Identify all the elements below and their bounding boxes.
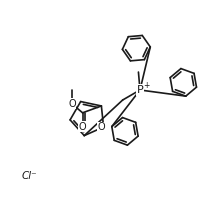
Text: P: P <box>137 85 143 95</box>
Text: +: + <box>143 81 149 89</box>
Text: O: O <box>68 99 76 109</box>
Text: O: O <box>79 122 86 132</box>
Text: Cl⁻: Cl⁻ <box>22 171 38 181</box>
Text: O: O <box>98 122 105 132</box>
